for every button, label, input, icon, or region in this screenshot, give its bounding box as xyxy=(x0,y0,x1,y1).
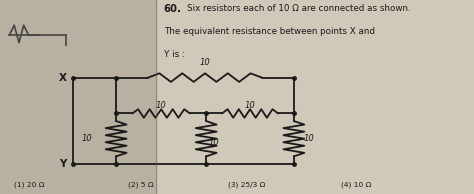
Text: 10: 10 xyxy=(245,101,255,110)
Text: (3) 25/3 Ω: (3) 25/3 Ω xyxy=(228,182,265,188)
Text: 60.: 60. xyxy=(164,4,182,14)
Text: 10: 10 xyxy=(156,101,166,110)
Text: 10: 10 xyxy=(200,58,210,67)
Text: Y: Y xyxy=(59,159,66,169)
Text: The equivalent resistance between points X and: The equivalent resistance between points… xyxy=(164,27,374,36)
Text: (4) 10 Ω: (4) 10 Ω xyxy=(341,182,372,188)
Bar xyxy=(156,0,474,194)
Text: 10: 10 xyxy=(209,138,219,147)
Text: (2) 5 Ω: (2) 5 Ω xyxy=(128,182,154,188)
Text: Six resistors each of 10 Ω are connected as shown.: Six resistors each of 10 Ω are connected… xyxy=(187,4,411,13)
Text: Y is :: Y is : xyxy=(164,50,184,59)
Text: X: X xyxy=(58,73,66,83)
Text: 10: 10 xyxy=(303,134,314,143)
Text: 10: 10 xyxy=(82,134,92,143)
Text: (1) 20 Ω: (1) 20 Ω xyxy=(14,182,45,188)
